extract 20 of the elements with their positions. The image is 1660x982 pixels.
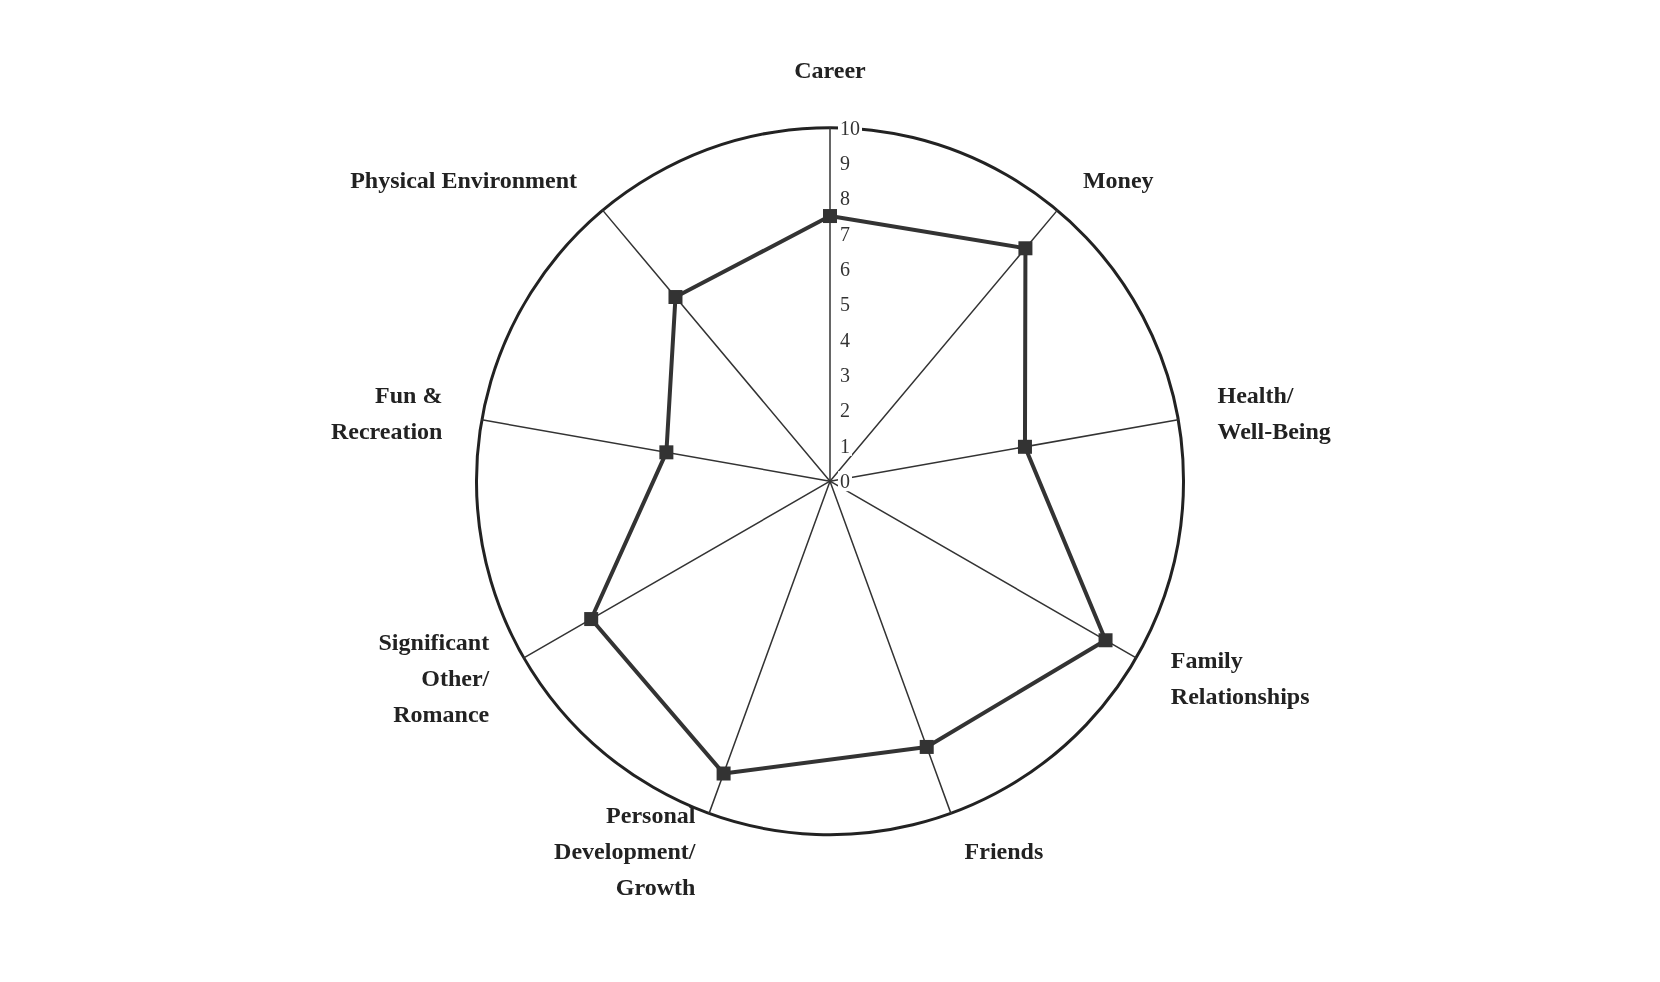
spoke-label: Money <box>1082 166 1154 193</box>
y-tick-label: 2 <box>840 399 850 422</box>
spoke-label: Fun & Recreation <box>330 381 443 444</box>
spoke-label: Friends <box>964 837 1044 864</box>
y-tick-label: 4 <box>840 328 850 351</box>
y-tick-label: 6 <box>840 258 850 281</box>
y-tick-label: 10 <box>840 116 860 139</box>
y-tick-label: 8 <box>840 187 850 210</box>
y-tick-label: 7 <box>840 222 850 245</box>
y-tick-label: 0 <box>840 470 850 493</box>
spoke-label: Significant Other/ Romance <box>378 628 490 727</box>
spoke-label: Physical Environment <box>350 166 578 193</box>
y-tick-label: 9 <box>840 152 850 175</box>
spoke-label: Health/ Well-Being <box>1217 381 1331 444</box>
spoke-label: Family Relationships <box>1170 646 1310 709</box>
y-tick-label: 1 <box>840 434 850 457</box>
y-tick-label: 5 <box>840 293 850 316</box>
spoke-label: Career <box>794 56 867 83</box>
spoke-label: Personal Development/ Growth <box>554 801 696 900</box>
y-tick-label: 3 <box>840 364 850 387</box>
